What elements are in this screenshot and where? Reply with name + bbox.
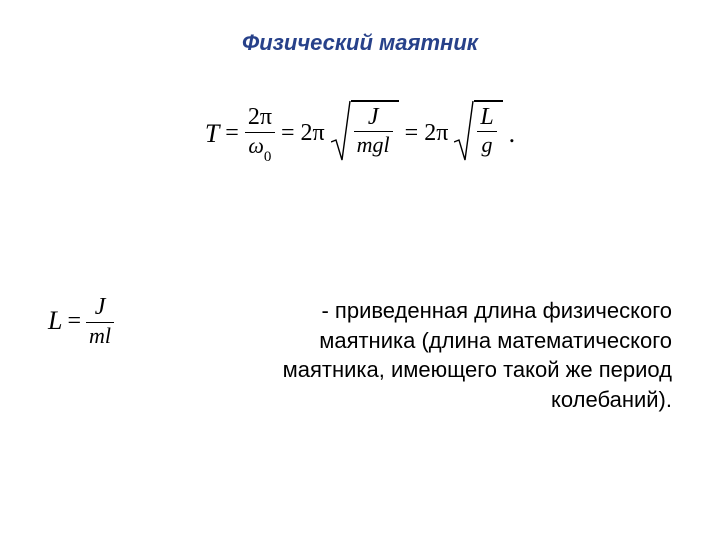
para-line-4: колебаний). bbox=[132, 385, 672, 415]
frac-L-g: L g bbox=[477, 104, 496, 158]
definition-region: L = J ml - приведенная длина физического… bbox=[48, 296, 672, 415]
den-ml: ml bbox=[86, 323, 114, 348]
sqrt-J-mgl: J mgl bbox=[331, 100, 399, 167]
definition-paragraph: - приведенная длина физического маятника… bbox=[132, 296, 672, 415]
frac-2pi-omega0: 2π ω0 bbox=[245, 104, 275, 162]
num-L: L bbox=[477, 104, 496, 132]
equals-2: = bbox=[281, 120, 295, 147]
main-equation: T = 2π ω0 = 2π bbox=[0, 100, 720, 167]
equation-L: L = J ml bbox=[48, 294, 114, 348]
para-line-3: маятника, имеющего такой же период bbox=[132, 355, 672, 385]
den-mgl: mgl bbox=[354, 132, 393, 157]
sqrt-L-g: L g bbox=[454, 100, 502, 167]
equation-row: T = 2π ω0 = 2π bbox=[205, 100, 515, 167]
radical-sign-2 bbox=[454, 100, 474, 167]
var-L: L bbox=[48, 306, 62, 336]
omega: ω bbox=[248, 133, 264, 158]
frac-J-ml: J ml bbox=[86, 294, 114, 348]
omega-sub: 0 bbox=[264, 149, 272, 165]
frac-den: ω0 bbox=[245, 133, 274, 162]
trailing-period: . bbox=[509, 119, 516, 149]
num-J2: J bbox=[92, 294, 109, 322]
para-line-2: маятника (длина математического bbox=[132, 326, 672, 356]
var-T: T bbox=[205, 119, 219, 149]
two-pi-1: 2π bbox=[301, 120, 325, 147]
two-pi-2: 2π bbox=[424, 120, 448, 147]
slide-title: Физический маятник bbox=[0, 30, 720, 56]
radical-sign-1 bbox=[331, 100, 351, 167]
equals-1: = bbox=[225, 120, 239, 147]
frac-num: 2π bbox=[245, 104, 275, 132]
den-g: g bbox=[478, 132, 495, 157]
frac-J-mgl: J mgl bbox=[354, 104, 393, 158]
para-line-1: - приведенная длина физического bbox=[132, 296, 672, 326]
equals-3: = bbox=[405, 120, 419, 147]
equals-L: = bbox=[67, 308, 81, 335]
num-J: J bbox=[365, 104, 382, 132]
